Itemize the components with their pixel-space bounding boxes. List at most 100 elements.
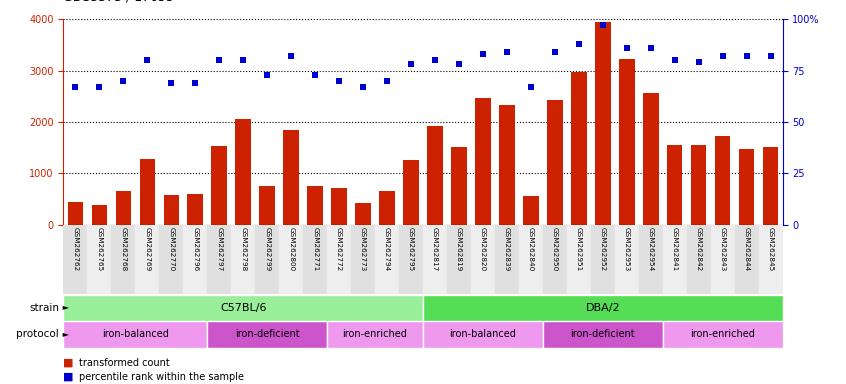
Bar	[212, 146, 227, 225]
Point	[452, 61, 465, 68]
Point	[739, 53, 753, 59]
Bar	[543, 225, 567, 294]
Text: GSM262952: GSM262952	[600, 227, 606, 271]
Text: iron-enriched: iron-enriched	[690, 329, 755, 339]
Bar	[759, 225, 783, 294]
Text: GSM262798: GSM262798	[240, 227, 246, 271]
Text: GSM262762: GSM262762	[73, 227, 79, 271]
Bar	[615, 225, 639, 294]
Point	[284, 53, 298, 59]
Bar	[63, 295, 423, 321]
Point	[356, 84, 370, 90]
Bar	[135, 225, 159, 294]
Text: protocol: protocol	[16, 329, 59, 339]
Text: percentile rank within the sample: percentile rank within the sample	[79, 372, 244, 382]
Bar	[255, 225, 279, 294]
Text: GSM262770: GSM262770	[168, 227, 174, 271]
Bar	[231, 225, 255, 294]
Bar	[91, 205, 107, 225]
Point	[476, 51, 490, 57]
Point	[92, 84, 106, 90]
Point	[164, 80, 178, 86]
Bar	[427, 126, 442, 225]
Bar	[327, 321, 423, 348]
Bar	[643, 93, 658, 225]
Text: GSM262845: GSM262845	[767, 227, 773, 271]
Text: GSM262795: GSM262795	[408, 227, 414, 271]
Text: GSM262817: GSM262817	[432, 227, 438, 271]
Bar	[543, 321, 662, 348]
Bar	[423, 295, 783, 321]
Bar	[184, 225, 207, 294]
Bar	[711, 225, 734, 294]
Text: GSM262839: GSM262839	[504, 227, 510, 271]
Bar	[734, 225, 759, 294]
Text: transformed count: transformed count	[79, 358, 169, 368]
Bar	[375, 225, 399, 294]
Bar	[307, 185, 323, 225]
Bar	[662, 321, 783, 348]
Bar	[571, 72, 586, 225]
Bar	[739, 149, 755, 225]
Text: GSM262840: GSM262840	[528, 227, 534, 271]
Bar	[140, 159, 155, 225]
Bar	[303, 225, 327, 294]
Bar	[207, 225, 231, 294]
Text: DBA/2: DBA/2	[585, 303, 620, 313]
Bar	[619, 59, 634, 225]
Text: GSM262797: GSM262797	[217, 227, 222, 271]
Bar	[159, 225, 184, 294]
Bar	[116, 191, 131, 225]
Bar	[207, 321, 327, 348]
Point	[261, 71, 274, 78]
Point	[644, 45, 657, 51]
Bar	[63, 321, 207, 348]
Text: GSM262794: GSM262794	[384, 227, 390, 271]
Point	[140, 57, 154, 63]
Point	[572, 41, 585, 47]
Text: GSM262953: GSM262953	[624, 227, 629, 271]
Bar	[471, 225, 495, 294]
Point	[404, 61, 418, 68]
Text: iron-deficient: iron-deficient	[570, 329, 635, 339]
Bar	[423, 225, 447, 294]
Bar	[547, 100, 563, 225]
Point	[236, 57, 250, 63]
Text: ■: ■	[63, 358, 74, 368]
Text: GSM262765: GSM262765	[96, 227, 102, 271]
Text: GSM262771: GSM262771	[312, 227, 318, 271]
Bar	[687, 225, 711, 294]
Bar	[499, 105, 514, 225]
Bar	[519, 225, 543, 294]
Bar	[763, 147, 778, 225]
Text: GSM262819: GSM262819	[456, 227, 462, 271]
Point	[524, 84, 537, 90]
Bar	[188, 194, 203, 225]
Text: GSM262843: GSM262843	[720, 227, 726, 271]
Point	[380, 78, 393, 84]
Text: GSM262800: GSM262800	[288, 227, 294, 271]
Bar	[423, 321, 543, 348]
Bar	[399, 225, 423, 294]
Bar	[351, 225, 375, 294]
Point	[620, 45, 634, 51]
Point	[500, 49, 514, 55]
Text: iron-enriched: iron-enriched	[343, 329, 408, 339]
Text: GSM262842: GSM262842	[695, 227, 701, 271]
Text: GDS3373 / 17655: GDS3373 / 17655	[63, 0, 174, 4]
Text: iron-balanced: iron-balanced	[449, 329, 516, 339]
Bar	[639, 225, 662, 294]
Text: ►: ►	[60, 330, 69, 339]
Bar	[283, 130, 299, 225]
Text: C57BL/6: C57BL/6	[220, 303, 266, 313]
Text: GSM262769: GSM262769	[145, 227, 151, 271]
Text: iron-balanced: iron-balanced	[102, 329, 169, 339]
Bar	[163, 195, 179, 225]
Text: GSM262954: GSM262954	[648, 227, 654, 271]
Bar	[260, 185, 275, 225]
Bar	[523, 196, 539, 225]
Point	[596, 22, 609, 28]
Bar	[279, 225, 303, 294]
Text: GSM262796: GSM262796	[192, 227, 198, 271]
Text: GSM262951: GSM262951	[576, 227, 582, 271]
